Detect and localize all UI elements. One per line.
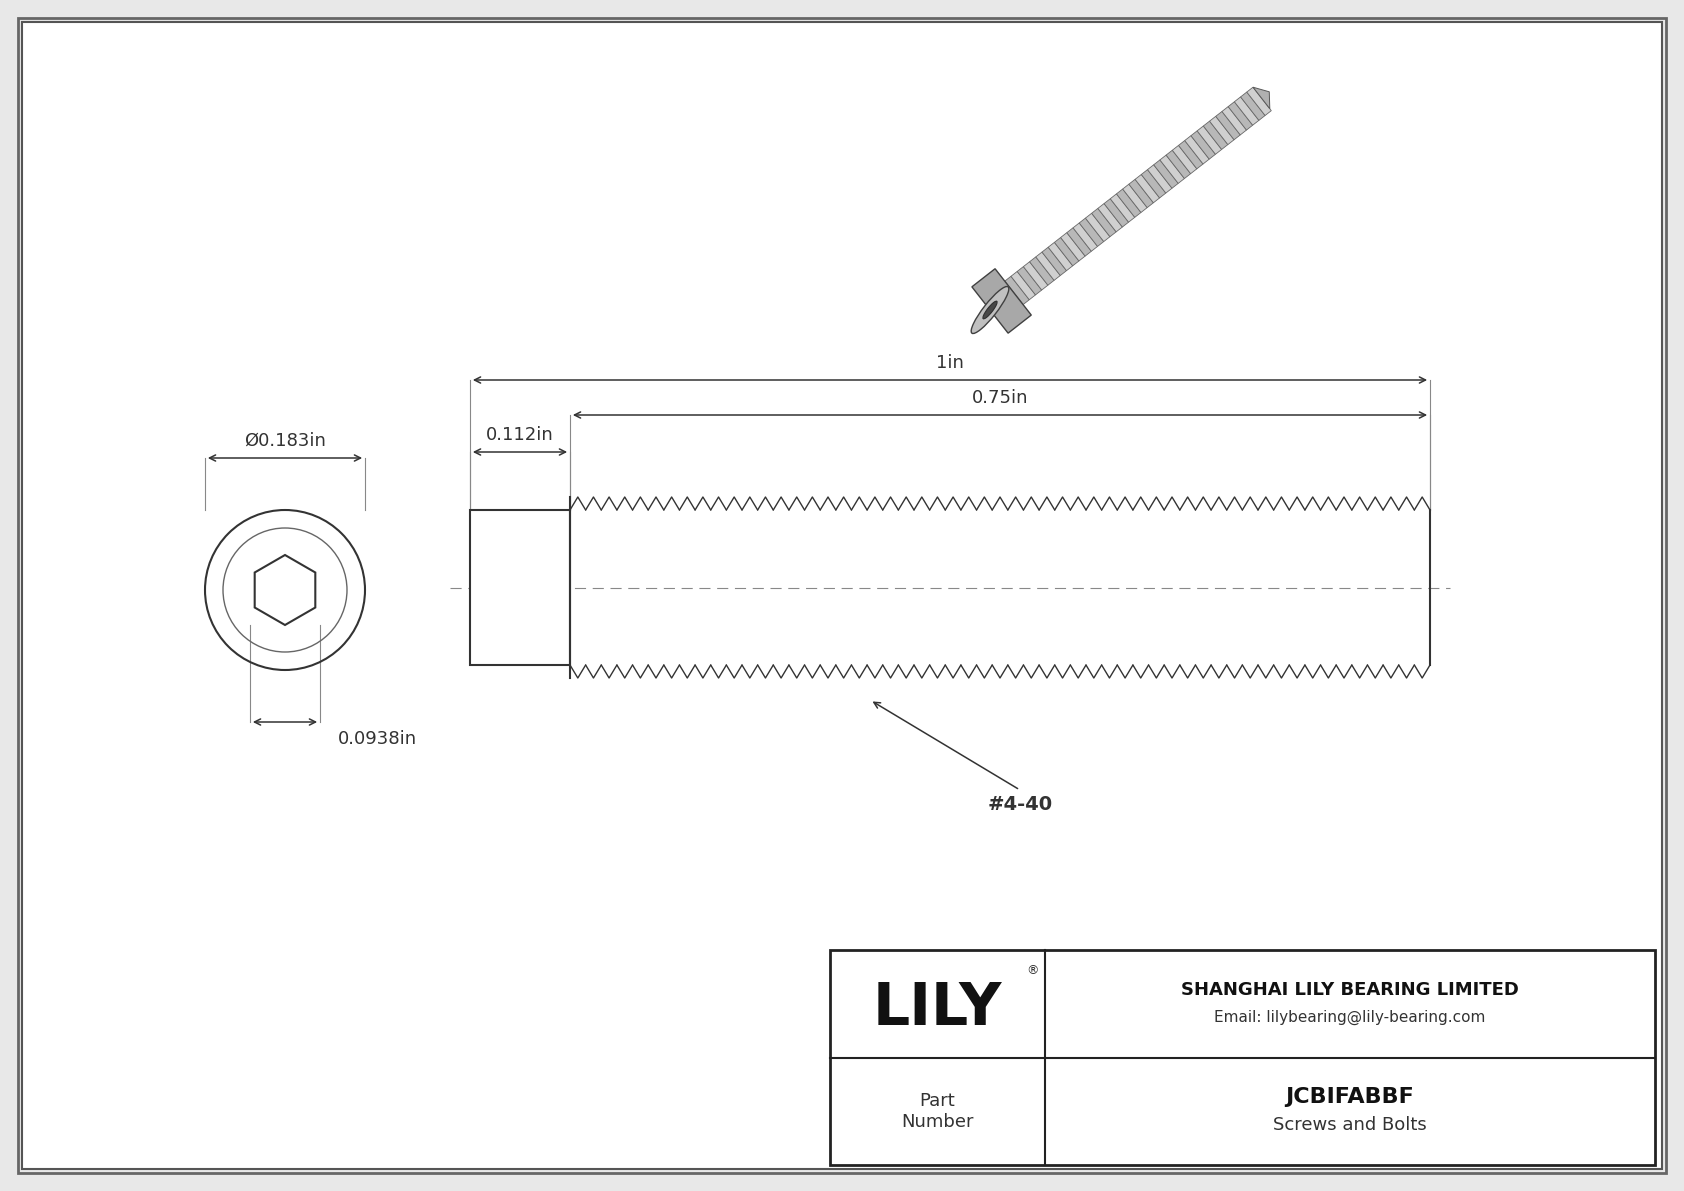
Polygon shape (1142, 169, 1165, 198)
Text: JCBIFABBF: JCBIFABBF (1285, 1087, 1415, 1108)
Polygon shape (1054, 237, 1079, 266)
Polygon shape (1010, 272, 1036, 300)
Polygon shape (1147, 164, 1172, 193)
Polygon shape (1234, 96, 1260, 125)
Polygon shape (1197, 126, 1221, 155)
Text: 0.112in: 0.112in (487, 426, 554, 444)
Polygon shape (1154, 160, 1179, 188)
Polygon shape (1036, 252, 1061, 280)
Polygon shape (1042, 248, 1066, 275)
Polygon shape (1186, 136, 1209, 164)
Polygon shape (1241, 92, 1265, 120)
Polygon shape (1228, 101, 1253, 130)
Polygon shape (1017, 267, 1042, 295)
Ellipse shape (972, 287, 1009, 333)
Polygon shape (1110, 194, 1135, 223)
Polygon shape (1160, 155, 1184, 183)
Ellipse shape (983, 301, 997, 319)
Polygon shape (1253, 87, 1270, 108)
Text: ®: ® (1027, 964, 1039, 977)
Polygon shape (1024, 262, 1047, 291)
Polygon shape (1135, 174, 1160, 202)
Text: Screws and Bolts: Screws and Bolts (1273, 1116, 1426, 1134)
Text: SHANGHAI LILY BEARING LIMITED: SHANGHAI LILY BEARING LIMITED (1180, 980, 1519, 999)
Text: Email: lilybearing@lily-bearing.com: Email: lilybearing@lily-bearing.com (1214, 1010, 1485, 1025)
Text: 0.0938in: 0.0938in (338, 730, 418, 748)
Bar (830, 950, 1655, 1165)
Polygon shape (1068, 227, 1091, 256)
Text: #4-40: #4-40 (987, 796, 1052, 813)
Polygon shape (1116, 189, 1142, 217)
Polygon shape (1128, 180, 1154, 207)
Polygon shape (1216, 112, 1241, 139)
Polygon shape (1005, 276, 1029, 305)
Bar (470, 510, 569, 665)
Text: LILY: LILY (872, 980, 1002, 1037)
Polygon shape (1073, 223, 1098, 251)
Polygon shape (972, 269, 1031, 333)
Polygon shape (1086, 213, 1110, 242)
Text: Part
Number: Part Number (901, 1092, 973, 1130)
Polygon shape (1172, 145, 1197, 174)
Polygon shape (1209, 117, 1234, 144)
Polygon shape (1204, 121, 1228, 149)
Polygon shape (1165, 150, 1191, 179)
Polygon shape (1079, 218, 1103, 247)
Polygon shape (1223, 107, 1246, 135)
Polygon shape (1061, 232, 1084, 261)
Polygon shape (1179, 141, 1202, 169)
Polygon shape (1123, 185, 1147, 212)
Polygon shape (1047, 242, 1073, 270)
Polygon shape (1105, 199, 1128, 227)
Polygon shape (1191, 131, 1216, 160)
Text: 1in: 1in (936, 354, 963, 372)
Polygon shape (1091, 208, 1116, 237)
Text: Ø0.183in: Ø0.183in (244, 432, 327, 450)
Polygon shape (1246, 87, 1271, 116)
Polygon shape (1098, 204, 1122, 232)
Text: 0.75in: 0.75in (972, 389, 1029, 407)
Polygon shape (1029, 257, 1054, 285)
